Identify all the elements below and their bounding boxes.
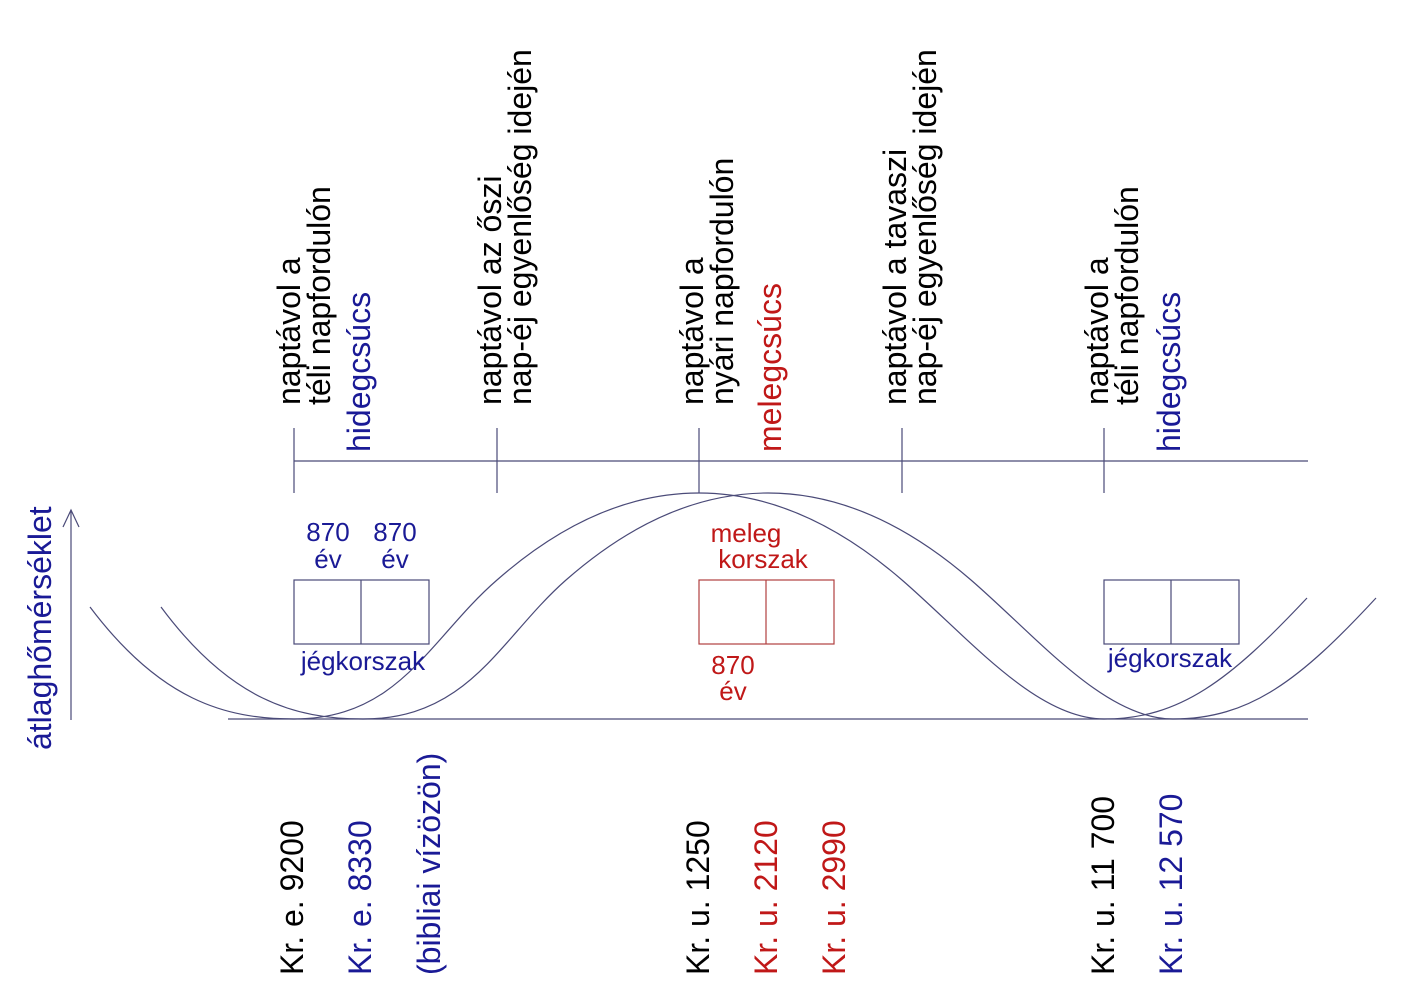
label-summer-line2: nyári napfordulón — [704, 158, 740, 405]
label-spring-line2: nap-éj egyenlőség idején — [907, 49, 943, 405]
warm-period-label-line2: korszak — [718, 544, 809, 574]
warm-period-label-line1: meleg — [711, 518, 782, 548]
date-label-8: Kr. u. 12 570 — [1153, 794, 1189, 975]
ice-age-label-1: jégkorszak — [300, 646, 426, 676]
years-c-unit: év — [719, 676, 746, 706]
years-a-number: 870 — [306, 517, 349, 547]
label-winter-2-line2: téli napfordulón — [1109, 186, 1145, 405]
label-winter-1-line1: naptávol a — [271, 257, 307, 405]
date-label-4: Kr. u. 1250 — [680, 820, 716, 975]
label-autumn-line1: naptávol az őszi — [472, 176, 508, 405]
ice-age-label-2: jégkorszak — [1107, 643, 1233, 673]
years-b-unit: év — [381, 544, 408, 574]
temperature-curve-1 — [89, 492, 1308, 720]
cold-peak-label-1: hidegcsúcs — [341, 292, 377, 452]
temperature-curve-2 — [160, 492, 1377, 720]
warm-peak-label: melegcsúcs — [752, 283, 788, 452]
flood-label: (bibliai vízözön) — [411, 753, 447, 975]
axis-label: átlaghőmérséklet — [22, 506, 58, 750]
label-autumn-line2: nap-éj egyenlőség idején — [502, 49, 538, 405]
date-label-5: Kr. u. 2120 — [748, 820, 784, 975]
label-summer-line1: naptávol a — [674, 257, 710, 405]
years-b-number: 870 — [373, 517, 416, 547]
date-label-7: Kr. u. 11 700 — [1085, 796, 1121, 975]
years-c-number: 870 — [711, 650, 754, 680]
label-winter-2-line1: naptávol a — [1079, 257, 1115, 405]
cold-peak-label-2: hidegcsúcs — [1151, 292, 1187, 452]
label-winter-1-line2: téli napfordulón — [301, 186, 337, 405]
date-label-6: Kr. u. 2990 — [816, 820, 852, 975]
date-label-2: Kr. e. 8330 — [342, 820, 378, 975]
axis-arrow-icon — [62, 508, 80, 528]
years-a-unit: év — [314, 544, 341, 574]
label-spring-line1: naptávol a tavaszi — [877, 149, 913, 405]
date-label-1: Kr. e. 9200 — [274, 820, 310, 975]
